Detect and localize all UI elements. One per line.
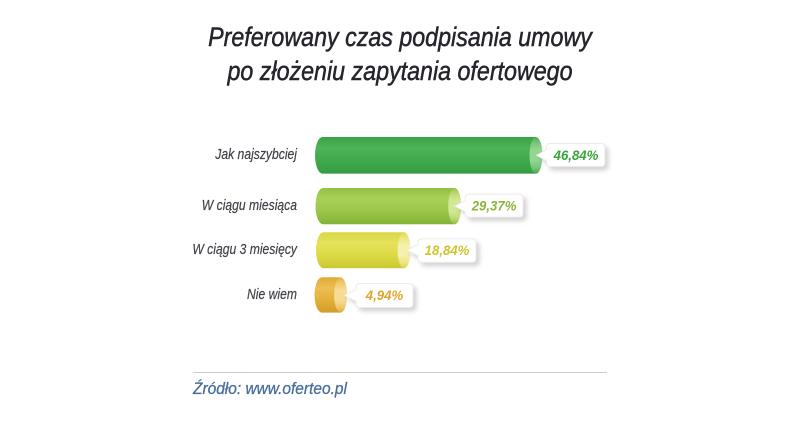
- svg-text:4,94%: 4,94%: [365, 287, 404, 303]
- svg-text:46,84%: 46,84%: [553, 147, 599, 163]
- svg-text:18,84%: 18,84%: [425, 242, 470, 258]
- svg-text:29,37%: 29,37%: [471, 198, 517, 214]
